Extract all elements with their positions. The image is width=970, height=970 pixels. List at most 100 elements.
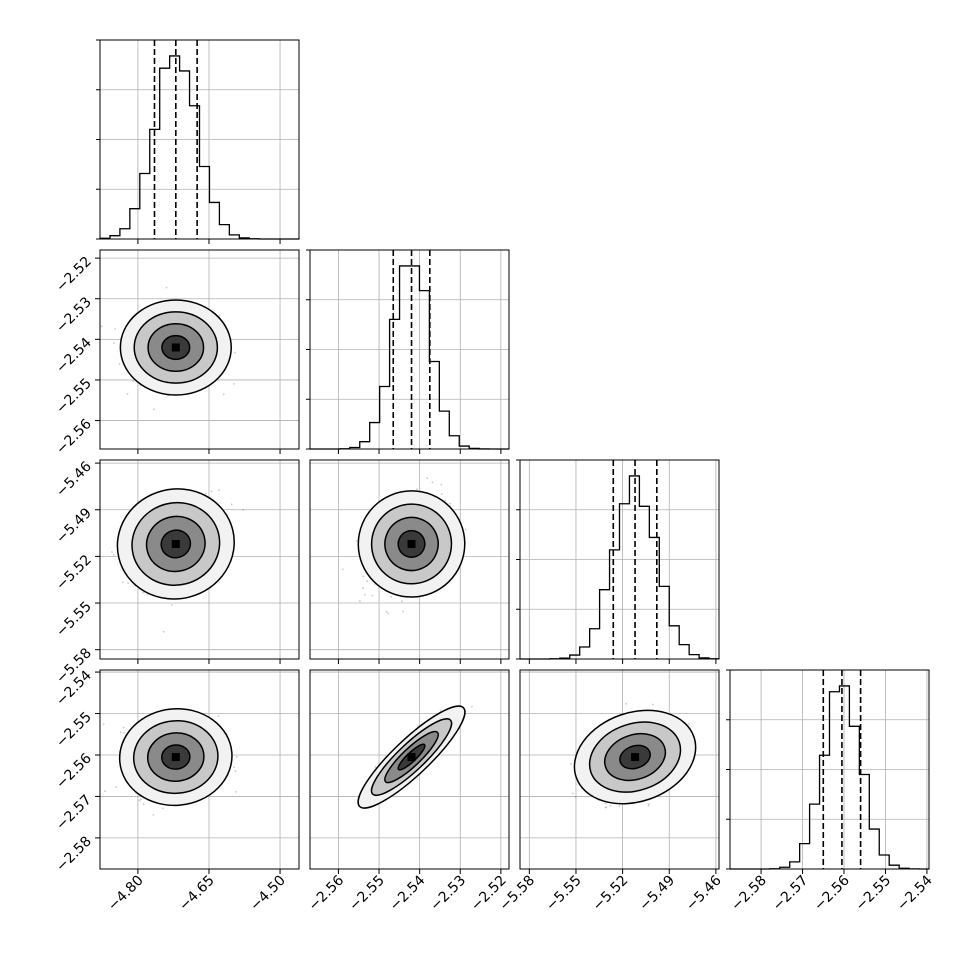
sample-point — [385, 611, 388, 613]
sample-point — [222, 393, 225, 396]
panel-frame-1-0 — [99, 249, 300, 450]
panel-0-0 — [96, 39, 300, 244]
sample-point — [104, 790, 106, 793]
y-tick-label: −2.52 — [53, 254, 95, 296]
sample-point — [440, 483, 443, 486]
sample-point — [114, 328, 116, 330]
sample-point — [113, 342, 115, 344]
sample-point — [371, 594, 374, 597]
sample-point — [235, 755, 238, 758]
panel-frame-3-1 — [309, 669, 510, 870]
sample-point — [605, 806, 608, 808]
y-tick-label: −5.49 — [53, 505, 95, 547]
y-tick-label: −2.56 — [53, 416, 95, 458]
sample-point — [218, 314, 221, 317]
x-tick-label: −2.53 — [427, 873, 469, 915]
histogram-0 — [99, 55, 299, 240]
density-peak-1-0 — [171, 343, 180, 352]
y-tick-label: −5.52 — [53, 552, 95, 594]
x-tick-label: −5.46 — [683, 872, 725, 914]
sample-point — [355, 540, 358, 542]
sample-point — [140, 798, 142, 801]
sample-point — [235, 791, 238, 793]
x-tick-label: −2.58 — [728, 873, 770, 915]
density-peak-2-0 — [171, 539, 180, 548]
sample-point — [604, 806, 607, 809]
sample-point — [102, 723, 105, 726]
sample-point — [358, 600, 361, 602]
sample-point — [170, 604, 173, 606]
density-peak-3-0 — [171, 753, 180, 762]
sample-point — [426, 477, 429, 479]
sample-point — [118, 363, 121, 365]
sample-point — [230, 503, 233, 506]
sample-point — [204, 492, 207, 495]
panel-frame-0-0 — [99, 39, 300, 240]
x-tick-label: −2.54 — [894, 872, 936, 914]
sample-point — [687, 723, 690, 725]
sample-point — [123, 732, 125, 734]
density-peak-2-1 — [407, 539, 416, 548]
panel-2-0: −5.58−5.55−5.52−5.49−5.46 — [53, 459, 300, 687]
panel-frame-3-3 — [729, 669, 930, 870]
y-tick-label: −2.54 — [53, 335, 95, 377]
sample-point — [374, 766, 377, 768]
sample-point — [218, 489, 220, 492]
panel-frame-1-1 — [309, 249, 510, 450]
histogram-3 — [730, 685, 930, 870]
panel-3-0: −4.80 −4.65 −4.50−2.58−2.57−2.56−2.55−2.54 — [53, 668, 300, 915]
y-tick-label: −5.55 — [53, 599, 95, 641]
sample-point — [439, 709, 442, 712]
sample-point — [449, 502, 451, 505]
sample-point — [138, 799, 141, 802]
sample-point — [122, 581, 124, 584]
sample-point — [387, 612, 390, 615]
sample-point — [625, 702, 627, 705]
sample-point — [471, 705, 473, 708]
x-tick-label: −5.49 — [636, 873, 678, 915]
panel-3-3: −2.58 −2.57 −2.56 −2.55 −2.54 — [726, 669, 936, 915]
panel-3-1: −2.56−2.55−2.54−2.53−2.52 — [306, 669, 510, 915]
sample-point — [570, 762, 572, 765]
sample-point — [233, 383, 235, 385]
sample-point — [119, 731, 122, 734]
sample-point — [111, 551, 113, 553]
y-tick-label: −2.55 — [53, 709, 95, 751]
y-tick-label: −2.55 — [53, 375, 95, 417]
sample-point — [366, 580, 368, 583]
panel-2-2 — [516, 459, 720, 664]
sample-point — [431, 481, 434, 484]
sample-point — [401, 600, 403, 603]
x-tick-label: −2.55 — [346, 873, 388, 915]
sample-point — [233, 766, 236, 769]
y-tick-label: −2.58 — [53, 833, 95, 875]
y-tick-label: −5.46 — [53, 459, 95, 501]
x-tick-label: −2.57 — [770, 873, 812, 915]
sample-point — [162, 630, 165, 633]
y-tick-label: −2.53 — [53, 294, 95, 336]
sample-point — [112, 554, 115, 556]
x-tick-label: −2.56 — [306, 872, 348, 914]
sample-point — [618, 805, 621, 808]
sample-point — [572, 792, 574, 795]
x-tick-label: −2.54 — [387, 872, 429, 914]
sample-point — [217, 715, 220, 717]
panel-3-2: −5.58 −5.55 −5.52 −5.49 −5.46 — [497, 669, 725, 915]
sample-point — [100, 325, 103, 328]
sample-point — [416, 488, 418, 490]
density-peak-3-2 — [631, 753, 640, 762]
panel-frame-2-1 — [309, 459, 510, 660]
sample-point — [122, 726, 125, 729]
sample-point — [609, 805, 612, 807]
sample-point — [127, 582, 129, 585]
x-tick-label: −2.55 — [853, 873, 895, 915]
x-tick-label: −4.50 — [247, 873, 289, 915]
density-peak-3-1 — [407, 753, 416, 762]
sample-point — [142, 591, 144, 594]
x-tick-label: −4.65 — [176, 873, 218, 915]
panel-frame-3-2 — [519, 669, 720, 870]
sample-point — [234, 351, 236, 354]
sample-point — [341, 568, 344, 571]
sample-point — [115, 786, 118, 788]
